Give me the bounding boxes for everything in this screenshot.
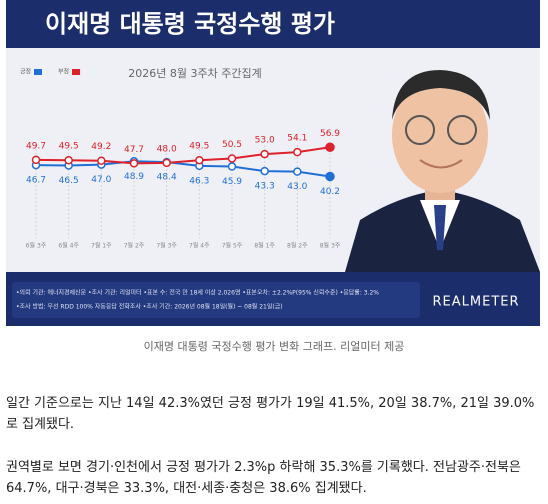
data-label: 43.3 [255,182,275,192]
series-line [35,146,331,165]
point [195,155,204,165]
legend-swatch [34,69,42,75]
x-tick-label: 6월 3주 [26,242,47,250]
data-label: 49.5 [189,142,209,152]
x-tick-label: 7월 2주 [124,242,145,250]
data-label: 48.4 [157,173,177,183]
point [293,147,302,157]
data-label: 40.2 [320,187,340,197]
legend-swatch [72,69,80,75]
point [162,158,171,168]
data-label: 45.9 [222,177,242,187]
infographic: 이재명 대통령 국정수행 평가 2026년 8월 3주차 주간집계 REALME… [6,0,540,326]
data-label: 43.0 [287,182,307,192]
x-tick-label: 8월 2주 [287,242,308,250]
note: •조사 방법: 무선 RDD 100% 자동응답 전화조사 •조사 기간: 20… [16,303,283,311]
data-label: 56.9 [320,129,340,139]
data-label: 54.1 [287,134,307,144]
data-label: 49.5 [59,142,79,152]
title-band [6,0,540,48]
point [129,159,139,168]
paragraph: 일간 기준으로는 지난 14일 42.3%였던 긍정 평가가 19일 41.5%… [6,396,535,432]
x-tick-label: 8월 1주 [254,242,275,250]
data-label: 47.7 [124,145,144,155]
paragraph: 권역별로 보면 경기·인천에서 긍정 평가가 2.3%p 하락해 35.3%를 … [6,460,521,496]
point [227,162,237,171]
point [260,149,269,159]
x-tick-label: 7월 4주 [189,242,210,250]
x-tick-label: 7월 5주 [222,242,243,250]
point [325,171,335,182]
chart-subtitle: 2026년 8월 3주차 주간집계 [128,67,261,80]
portrait [345,70,540,272]
data-label: 47.0 [91,175,111,185]
legend-label: 긍정 [20,69,31,76]
point [31,155,41,165]
brand: REALMETER [433,295,520,310]
data-label: 49.7 [26,141,46,151]
x-tick-label: 7월 3주 [156,242,177,250]
x-tick-label: 6월 4주 [58,242,79,250]
x-tick-label: 7월 1주 [91,242,112,250]
data-label: 48.0 [157,144,177,154]
point [293,167,302,176]
chart-title: 이재명 대통령 국정수행 평가 [45,10,335,38]
x-tick-label: 8월 3주 [320,242,341,250]
point [260,166,269,176]
series-line [35,160,331,178]
legend-label: 부정 [58,69,69,76]
point [325,142,335,153]
point [227,154,237,163]
notes-box [12,282,420,318]
data-label: 48.9 [124,172,144,182]
data-label: 46.3 [189,176,209,186]
point [64,155,73,165]
caption: 이재명 대통령 국정수행 평가 변화 그래프. 리얼미터 제공 [143,340,405,353]
data-label: 46.5 [59,176,79,186]
note: •의뢰 기관: 에너지경제신문 •조사 기관: 리얼미터 •표본 수: 전국 만… [16,289,379,297]
point [97,156,106,165]
data-label: 50.5 [222,140,242,150]
data-label: 46.7 [26,176,46,186]
data-label: 53.0 [255,136,275,146]
data-label: 49.2 [91,142,111,152]
